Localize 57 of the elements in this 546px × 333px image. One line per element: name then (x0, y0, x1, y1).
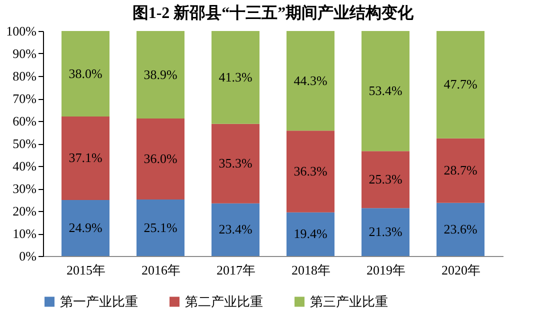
data-label: 38.0% (68, 66, 102, 81)
y-tick-label: 50% (12, 136, 37, 151)
bar (62, 200, 110, 256)
bar (436, 138, 484, 203)
chart-title: 图1-2 新邵县“十三五”期间产业结构变化 (132, 4, 415, 22)
x-tick-label: 2020年 (442, 262, 480, 278)
data-label: 36.0% (144, 151, 178, 166)
bar (62, 31, 110, 116)
x-tick-label: 2019年 (366, 262, 406, 278)
bar (62, 116, 110, 200)
y-tick-label: 90% (12, 46, 37, 61)
data-label: 25.1% (144, 220, 178, 235)
data-label: 35.3% (218, 156, 252, 171)
data-label: 36.3% (294, 164, 328, 179)
x-tick-label: 2017年 (216, 262, 256, 278)
y-tick-label: 80% (12, 68, 37, 84)
y-tick-label: 60% (12, 114, 37, 128)
bar (212, 124, 260, 204)
data-label: 38.9% (144, 66, 178, 82)
legend-label: 第一产业比重 (60, 294, 138, 309)
data-label: 47.7% (444, 76, 478, 92)
y-tick-label: 70% (12, 91, 37, 106)
y-tick-label: 10% (12, 226, 37, 241)
y-tick-label: 20% (12, 204, 37, 218)
data-label: 24.9% (68, 220, 102, 235)
data-label: 28.7% (444, 162, 478, 178)
data-label: 23.4% (218, 222, 252, 237)
bar (436, 31, 484, 138)
bar (362, 31, 410, 152)
bar (286, 31, 334, 131)
data-label: 23.6% (444, 221, 478, 236)
data-label: 25.3% (368, 172, 402, 187)
y-tick-label: 100% (6, 24, 37, 38)
y-tick-label: 30% (12, 181, 37, 196)
x-tick-label: 2018年 (292, 262, 330, 278)
y-tick-label: 40% (12, 158, 37, 174)
data-label: 21.3% (368, 224, 402, 240)
data-label: 53.4% (368, 83, 402, 98)
y-tick-label: 0% (19, 248, 37, 264)
bar (286, 130, 334, 212)
bar (212, 31, 260, 124)
bar (136, 31, 184, 119)
bar (362, 151, 410, 208)
data-label: 19.4% (294, 226, 328, 242)
bar (136, 118, 184, 200)
x-tick-label: 2016年 (142, 262, 180, 278)
legend-label: 第三产业比重 (310, 294, 388, 309)
bar (436, 202, 484, 256)
x-tick-label: 2015年 (66, 262, 106, 278)
data-label: 41.3% (218, 69, 252, 84)
data-label: 37.1% (68, 150, 102, 166)
bar (362, 208, 410, 256)
legend-label: 第二产业比重 (185, 294, 263, 309)
bar (286, 212, 334, 256)
bar (212, 203, 260, 256)
data-label: 44.3% (294, 72, 328, 88)
bar (136, 200, 184, 256)
